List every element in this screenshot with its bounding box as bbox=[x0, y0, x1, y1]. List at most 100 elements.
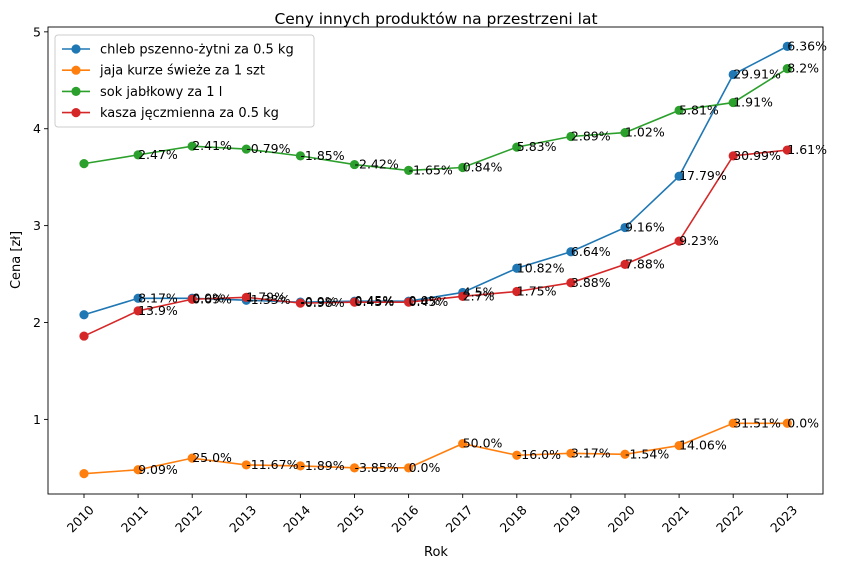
data-point bbox=[295, 298, 305, 308]
data-label: 0.45% bbox=[355, 294, 395, 309]
data-label: 1.75% bbox=[517, 284, 557, 299]
x-tick-label: 2020 bbox=[605, 502, 638, 535]
series-line-2 bbox=[83, 67, 788, 172]
data-point bbox=[674, 440, 684, 451]
y-tick-label: 4 bbox=[33, 121, 41, 136]
data-point bbox=[674, 105, 684, 115]
series-line-3 bbox=[83, 149, 788, 337]
data-point bbox=[566, 131, 576, 142]
data-label: 5.83% bbox=[517, 139, 557, 154]
legend-marker bbox=[71, 65, 81, 75]
x-tick-label: 2012 bbox=[172, 502, 205, 535]
data-label: 9.09% bbox=[138, 462, 178, 477]
data-point bbox=[566, 278, 576, 288]
data-point bbox=[512, 263, 522, 273]
data-label: -1.85% bbox=[300, 148, 344, 163]
data-point bbox=[458, 291, 468, 301]
x-tick-label: 2022 bbox=[713, 502, 746, 535]
data-point bbox=[133, 293, 143, 303]
data-label: -3.85% bbox=[355, 460, 399, 475]
data-label: -11.67% bbox=[246, 457, 298, 472]
data-point bbox=[782, 145, 792, 155]
data-point bbox=[458, 162, 468, 173]
data-label: 0.0% bbox=[409, 460, 441, 475]
chart-title: Ceny innych produktów na przestrzeni lat bbox=[274, 10, 597, 28]
data-label: 10.82% bbox=[517, 260, 565, 275]
series-line-1 bbox=[83, 422, 788, 475]
legend-entry: jaja kurze świeże za 1 szt bbox=[99, 64, 265, 79]
data-label: 0.0% bbox=[787, 415, 819, 430]
data-point bbox=[241, 144, 251, 154]
y-tick-label: 1 bbox=[33, 412, 41, 427]
data-point bbox=[782, 41, 792, 51]
x-tick-label: 2014 bbox=[280, 502, 313, 535]
data-label: 0.0% bbox=[409, 293, 441, 308]
data-label: 2.41% bbox=[192, 138, 232, 153]
data-label: 3.17% bbox=[571, 445, 611, 460]
data-label: 25.0% bbox=[192, 450, 232, 465]
data-label: 7.88% bbox=[625, 256, 665, 271]
x-tick-label: 2019 bbox=[551, 502, 584, 535]
data-label: 9.16% bbox=[625, 220, 665, 235]
data-label: -1.65% bbox=[409, 162, 453, 177]
data-label: 0.45% bbox=[409, 294, 449, 309]
data-point bbox=[349, 463, 360, 473]
data-point bbox=[782, 418, 792, 428]
data-point bbox=[782, 64, 792, 74]
data-label: 0.69% bbox=[192, 291, 232, 306]
data-point bbox=[674, 236, 684, 246]
data-point bbox=[187, 294, 197, 304]
data-label: 14.06% bbox=[679, 438, 727, 453]
data-point bbox=[512, 450, 522, 460]
data-label: -0.79% bbox=[246, 141, 290, 156]
plot-frame bbox=[47, 26, 824, 495]
data-label: -1.89% bbox=[300, 458, 344, 473]
data-label: -2.42% bbox=[355, 157, 399, 172]
x-tick-label: 2010 bbox=[64, 502, 97, 535]
x-axis-label: Rok bbox=[424, 545, 448, 560]
data-label: 0.45% bbox=[355, 293, 395, 308]
data-label: 8.2% bbox=[787, 61, 819, 76]
x-tick-label: 2016 bbox=[388, 502, 421, 535]
x-tick-label: 2017 bbox=[443, 502, 476, 535]
data-label: 1.61% bbox=[787, 142, 827, 157]
data-label: -0.9% bbox=[300, 294, 336, 309]
data-point bbox=[728, 418, 738, 428]
x-tick-label: 2018 bbox=[497, 502, 530, 535]
data-point bbox=[512, 142, 522, 152]
data-point bbox=[566, 247, 576, 257]
data-label: -1.33% bbox=[246, 292, 290, 307]
data-label: 2.47% bbox=[138, 147, 178, 162]
data-point bbox=[349, 297, 360, 307]
data-point bbox=[187, 141, 197, 151]
data-point bbox=[620, 222, 630, 233]
legend-entry: chleb pszenno-żytni za 0.5 kg bbox=[100, 43, 294, 58]
data-point bbox=[728, 69, 738, 80]
data-point bbox=[79, 310, 89, 320]
data-label: 13.9% bbox=[138, 303, 178, 318]
x-tick-label: 2011 bbox=[118, 502, 151, 535]
data-point bbox=[187, 453, 197, 463]
data-point bbox=[620, 128, 630, 138]
data-point bbox=[241, 460, 251, 470]
data-point bbox=[295, 151, 305, 161]
data-point bbox=[620, 449, 630, 459]
data-point bbox=[728, 97, 738, 108]
data-point bbox=[133, 150, 143, 160]
data-point bbox=[404, 165, 414, 175]
x-tick-label: 2013 bbox=[226, 502, 259, 535]
data-point bbox=[728, 151, 738, 161]
x-tick-label: 2023 bbox=[767, 502, 800, 535]
data-label: 0.0% bbox=[192, 290, 224, 305]
legend-entry: kasza jęczmienna za 0.5 kg bbox=[100, 106, 279, 121]
data-label: 2.7% bbox=[463, 288, 495, 303]
data-label: 50.0% bbox=[463, 436, 503, 451]
data-point bbox=[512, 286, 522, 297]
data-label: 2.89% bbox=[571, 128, 611, 143]
data-label: 0.84% bbox=[463, 159, 503, 174]
data-point bbox=[133, 465, 143, 475]
y-axis-label: Cena [zł] bbox=[9, 231, 24, 289]
data-point bbox=[458, 439, 468, 449]
x-tick-label: 2021 bbox=[659, 502, 692, 535]
data-label: 5.81% bbox=[679, 102, 719, 117]
